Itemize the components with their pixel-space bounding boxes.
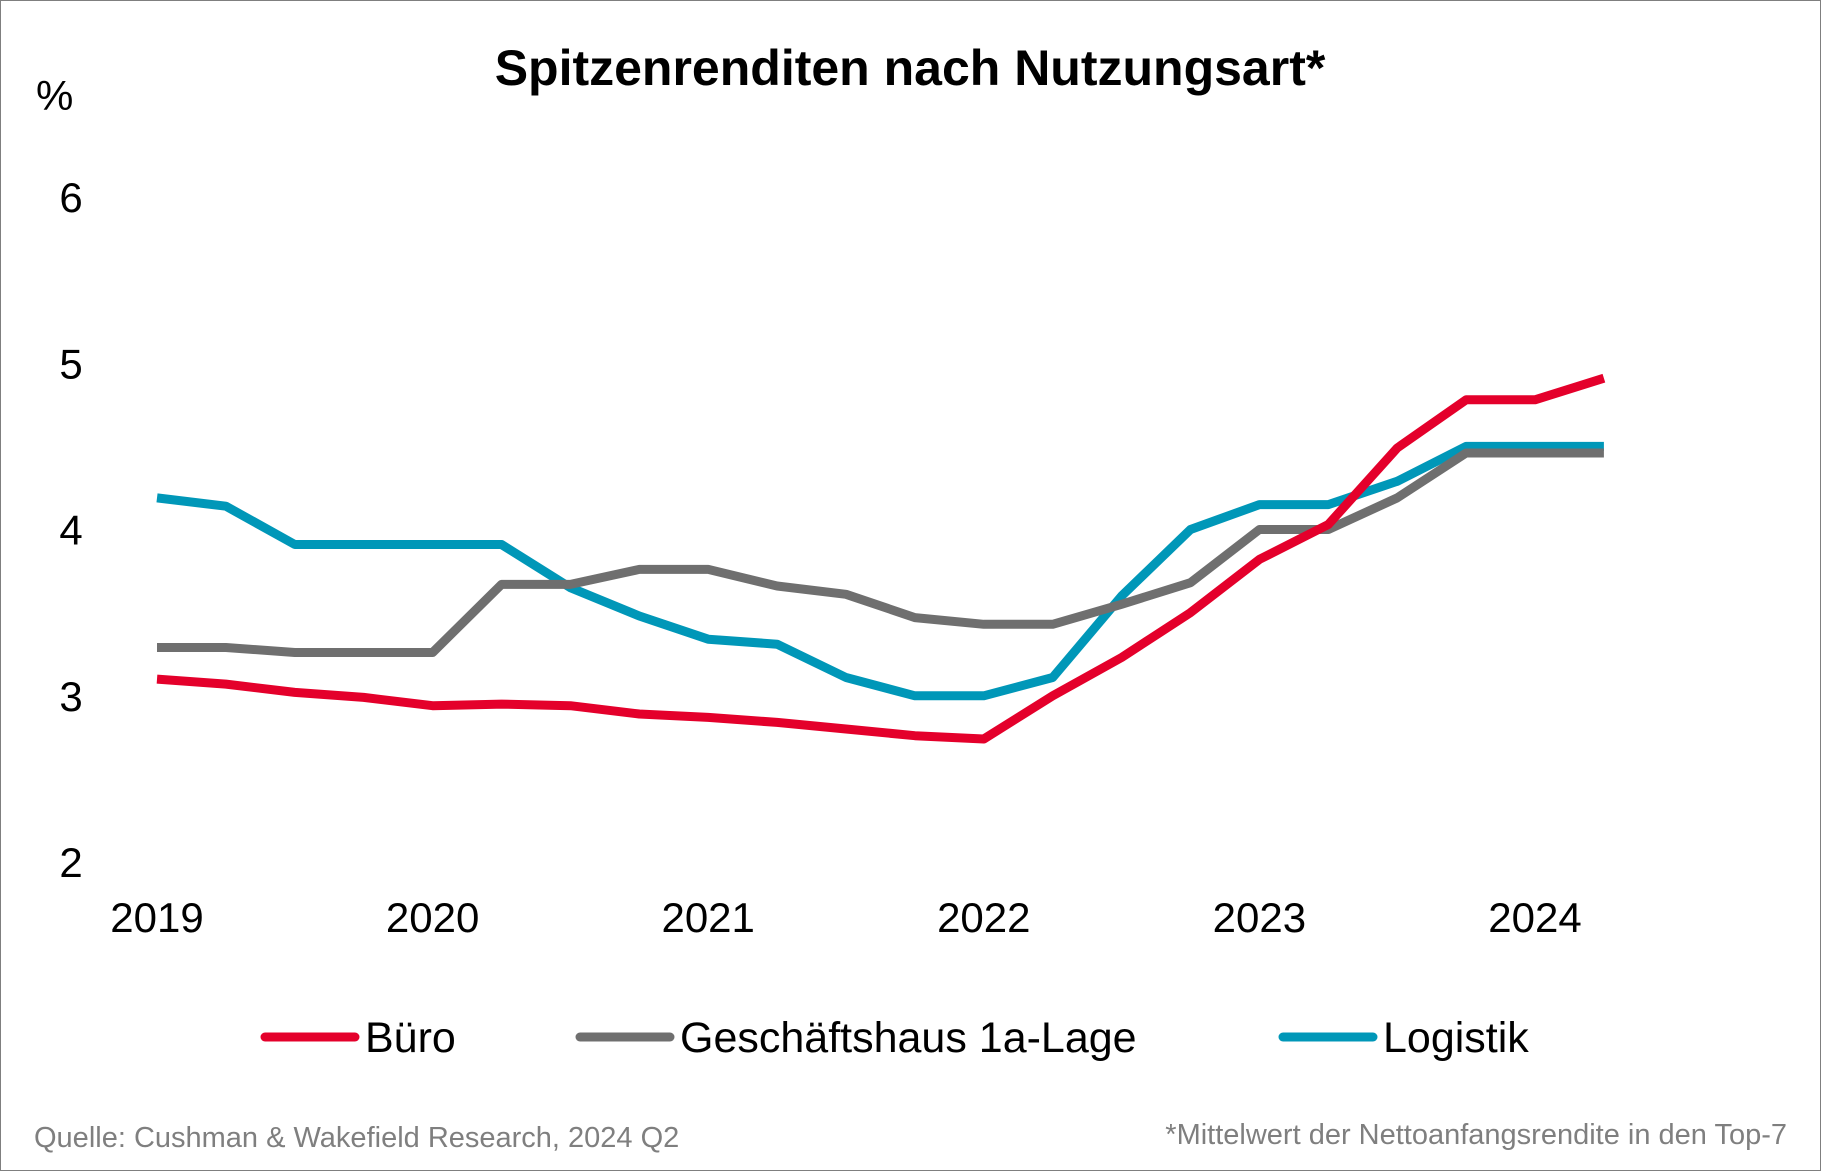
series-line-0 [156, 373, 1606, 744]
x-tick-label: 2024 [1488, 894, 1581, 941]
y-axis-label: % [36, 72, 73, 119]
series-line-2 [156, 441, 1604, 701]
x-tick-label: 2021 [661, 894, 754, 941]
x-tick-label: 2022 [937, 894, 1030, 941]
y-tick-label: 4 [59, 507, 82, 554]
series-lines [156, 373, 1606, 744]
y-axis-ticks: 2 3 4 5 6 [59, 174, 82, 886]
series-line-1 [157, 448, 1604, 657]
x-axis-ticks: 2019 2020 2021 2022 2023 2024 [110, 894, 1581, 941]
legend-label: Geschäftshaus 1a-Lage [680, 1014, 1137, 1062]
chart-title: Spitzenrenditen nach Nutzungsart* [495, 40, 1326, 96]
x-tick-label: 2020 [386, 894, 479, 941]
y-tick-label: 3 [59, 673, 82, 720]
y-tick-label: 5 [59, 340, 82, 387]
source-note: Quelle: Cushman & Wakefield Research, 20… [34, 1122, 679, 1154]
y-tick-label: 2 [59, 839, 82, 886]
x-tick-label: 2023 [1213, 894, 1306, 941]
y-tick-label: 6 [59, 174, 82, 221]
x-tick-label: 2019 [110, 894, 203, 941]
legend-label: Büro [365, 1014, 456, 1062]
legend-label: Logistik [1383, 1014, 1529, 1062]
legend: Büro Geschäftshaus 1a-Lage Logistik [260, 1014, 1529, 1062]
footnote-note: *Mittelwert der Nettoanfangsrendite in d… [1165, 1119, 1787, 1151]
